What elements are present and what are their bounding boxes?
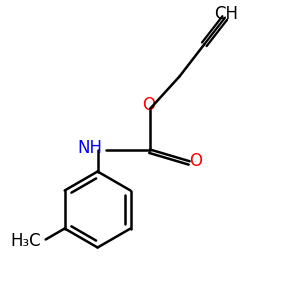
- Text: CH: CH: [214, 4, 238, 22]
- Text: O: O: [190, 152, 202, 170]
- Text: H₃C: H₃C: [11, 232, 41, 250]
- Text: O: O: [142, 96, 155, 114]
- Text: NH: NH: [78, 139, 103, 157]
